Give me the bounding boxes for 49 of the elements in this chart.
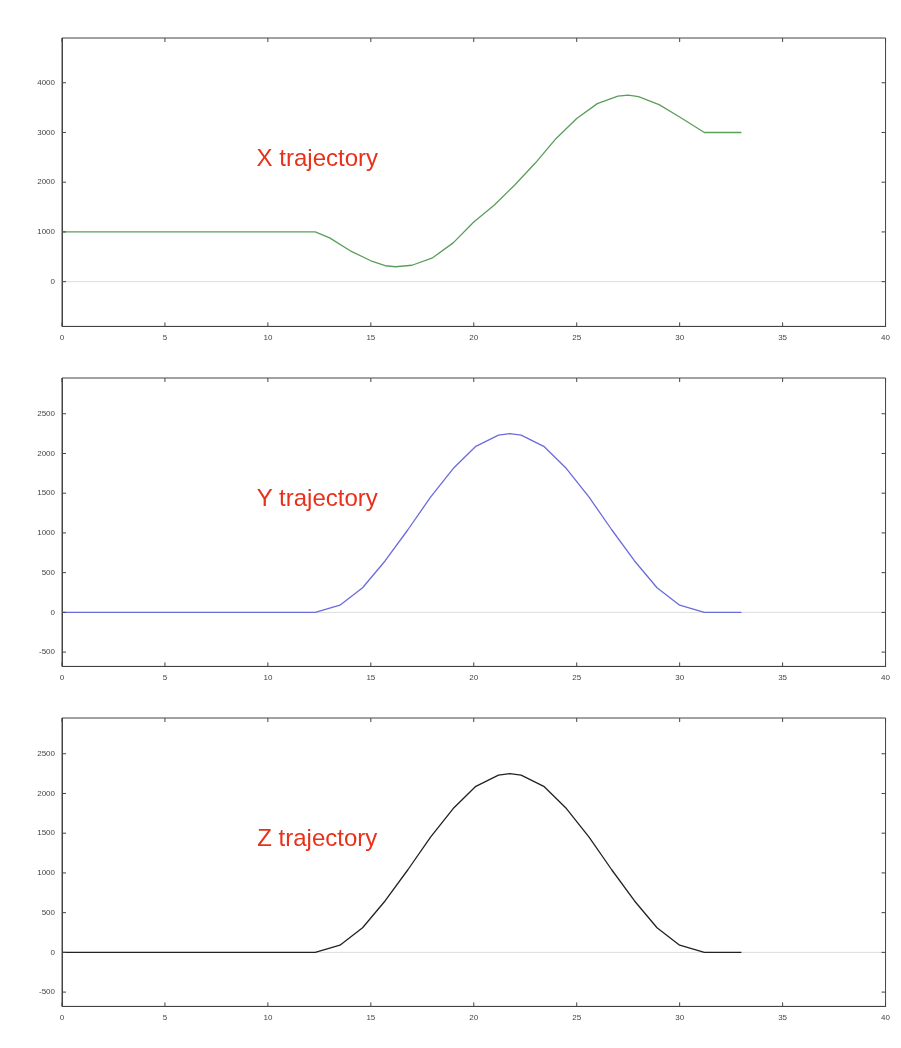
x-tick-label: 25: [572, 673, 582, 683]
x-tick-label: 5: [162, 333, 168, 343]
x-tick-label: 30: [675, 333, 685, 343]
x-tick-label: 40: [881, 673, 891, 683]
y-tick-label: 500: [41, 567, 56, 577]
annotation: X trajectory: [256, 143, 378, 171]
x-tick-label: 20: [469, 673, 479, 683]
y-tick-label: 2000: [37, 788, 56, 798]
x-tick-label: 35: [778, 673, 788, 683]
y-tick-label: 2000: [37, 448, 56, 458]
x-tick-label: 20: [469, 1013, 479, 1023]
x-tick-label: 5: [162, 673, 168, 683]
y-tick-label: 1000: [37, 528, 56, 538]
y-tick-label: -500: [38, 987, 56, 997]
y-tick-label: 2000: [37, 177, 56, 187]
x-tick-label: 25: [572, 333, 582, 343]
y-tick-label: 2500: [37, 408, 56, 418]
y-tick-label: 2500: [37, 748, 56, 758]
annotation: Y trajectory: [256, 483, 378, 511]
x-tick-label: 40: [881, 333, 891, 343]
y-tick-label: 1000: [37, 227, 56, 237]
y-tick-label: 500: [41, 907, 56, 917]
y-tick-label: 1500: [37, 488, 56, 498]
x-tick-label: 35: [778, 333, 788, 343]
y-tick-label: 4000: [37, 77, 56, 87]
annotation: Z trajectory: [257, 823, 378, 851]
x-tick-label: 10: [263, 673, 273, 683]
x-tick-label: 15: [366, 673, 376, 683]
x-tick-label: 30: [675, 673, 685, 683]
y-tick-label: 1500: [37, 828, 56, 838]
y-tick-label: 0: [50, 607, 56, 617]
x-tick-label: 20: [469, 333, 479, 343]
x-tick-label: 0: [59, 1013, 65, 1023]
x-tick-label: 0: [59, 333, 65, 343]
x-tick-label: 0: [59, 673, 65, 683]
x-tick-label: 10: [263, 1013, 273, 1023]
x-tick-label: 5: [162, 1013, 168, 1023]
x-tick-label: 15: [366, 1013, 376, 1023]
x-tick-label: 40: [881, 1013, 891, 1023]
y-tick-label: 1000: [37, 868, 56, 878]
x-tick-label: 25: [572, 1013, 582, 1023]
y-tick-label: 3000: [37, 127, 56, 137]
y-tick-label: -500: [38, 647, 56, 657]
x-tick-label: 10: [263, 333, 273, 343]
x-tick-label: 35: [778, 1013, 788, 1023]
x-tick-label: 30: [675, 1013, 685, 1023]
y-tick-label: 0: [50, 276, 56, 286]
x-tick-label: 15: [366, 333, 376, 343]
y-tick-label: 0: [50, 947, 56, 957]
